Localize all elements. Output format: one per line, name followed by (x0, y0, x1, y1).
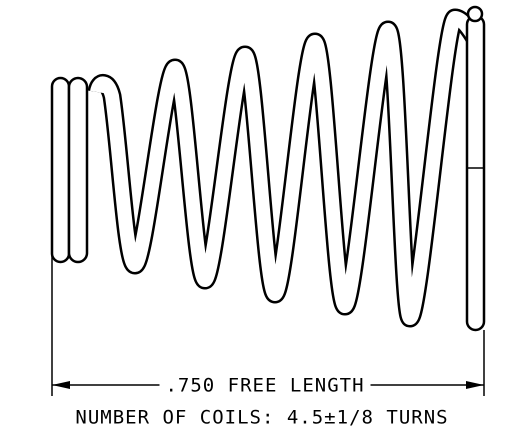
coil-note: NUMBER OF COILS: 4.5±1/8 TURNS (75, 407, 448, 429)
end-coil (465, 14, 486, 332)
dimension: .750 FREE LENGTH (51, 240, 485, 397)
closed-coil (50, 76, 71, 264)
spring (50, 5, 486, 332)
arrowhead (466, 381, 484, 389)
arrowhead (52, 381, 70, 389)
closed-coil (67, 76, 89, 264)
wire-end (466, 5, 484, 23)
coil-core (90, 11, 483, 325)
dimension-label: .750 FREE LENGTH (165, 375, 364, 397)
